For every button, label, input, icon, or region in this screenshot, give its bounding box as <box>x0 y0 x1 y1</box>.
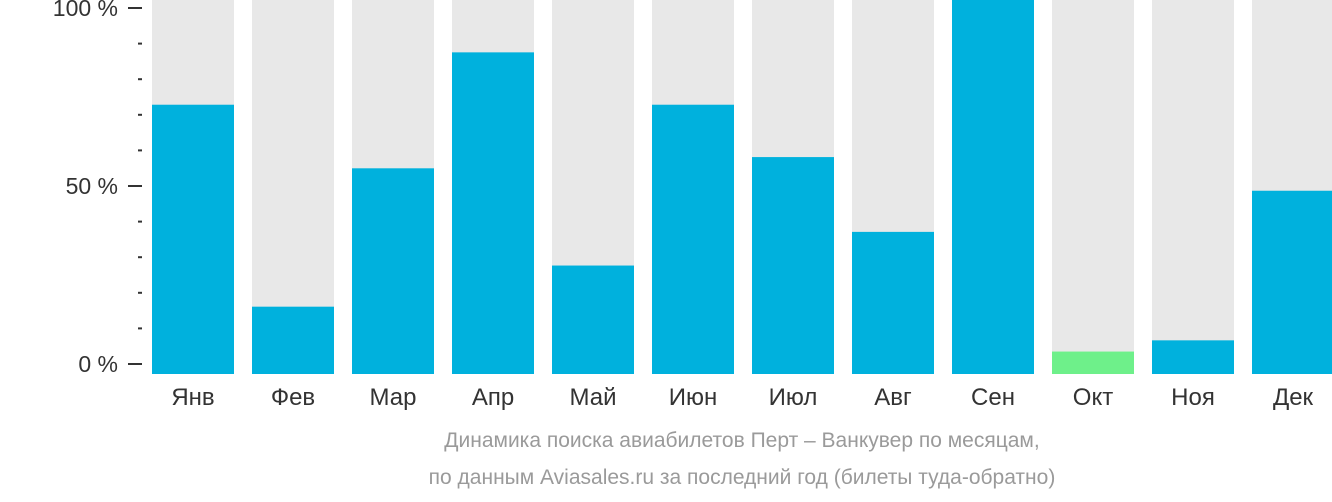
bar <box>752 157 834 374</box>
bar <box>152 104 234 374</box>
x-tick-label: Май <box>569 384 616 411</box>
x-axis-labels: Янв Фев Мар Апр Май Июн Июл Авг Сен Окт Ноя Дек <box>171 384 1313 411</box>
y-tick-label: 0 % <box>78 351 118 377</box>
bar-track <box>1052 0 1134 374</box>
x-tick-label: Сен <box>971 384 1015 411</box>
y-tick-label: 50 % <box>66 173 118 199</box>
y-axis: 0 % 50 % 100 % <box>53 0 142 377</box>
bar <box>1252 190 1332 374</box>
bar <box>652 104 734 374</box>
bar-track <box>1152 0 1234 374</box>
x-tick-label: Июл <box>769 384 818 411</box>
bar <box>252 306 334 374</box>
x-tick-label: Янв <box>171 384 214 411</box>
bar <box>852 231 934 374</box>
x-tick-label: Авг <box>874 384 912 411</box>
bar <box>1152 340 1234 374</box>
chart-caption-line-1: Динамика поиска авиабилетов Перт – Ванку… <box>444 429 1040 452</box>
x-tick-label: Апр <box>472 384 514 411</box>
x-tick-label: Фев <box>271 384 315 411</box>
bar-chart: 0 % 50 % 100 % Янв Фев Мар Апр Май Июн Июл Авг Сен… <box>53 0 1332 411</box>
x-tick-label: Окт <box>1073 384 1113 411</box>
y-tick-label: 100 % <box>53 0 118 21</box>
bar <box>452 52 534 375</box>
x-tick-label: Дек <box>1273 384 1314 411</box>
chart-caption-line-2: по данным Aviasales.ru за последний год … <box>428 466 1056 489</box>
bar <box>1052 351 1134 374</box>
x-tick-label: Ноя <box>1171 384 1215 411</box>
bars <box>152 0 1332 375</box>
bar <box>952 0 1034 374</box>
bar <box>552 265 634 374</box>
x-tick-label: Мар <box>370 384 417 411</box>
x-tick-label: Июн <box>669 384 718 411</box>
bar <box>352 168 434 374</box>
